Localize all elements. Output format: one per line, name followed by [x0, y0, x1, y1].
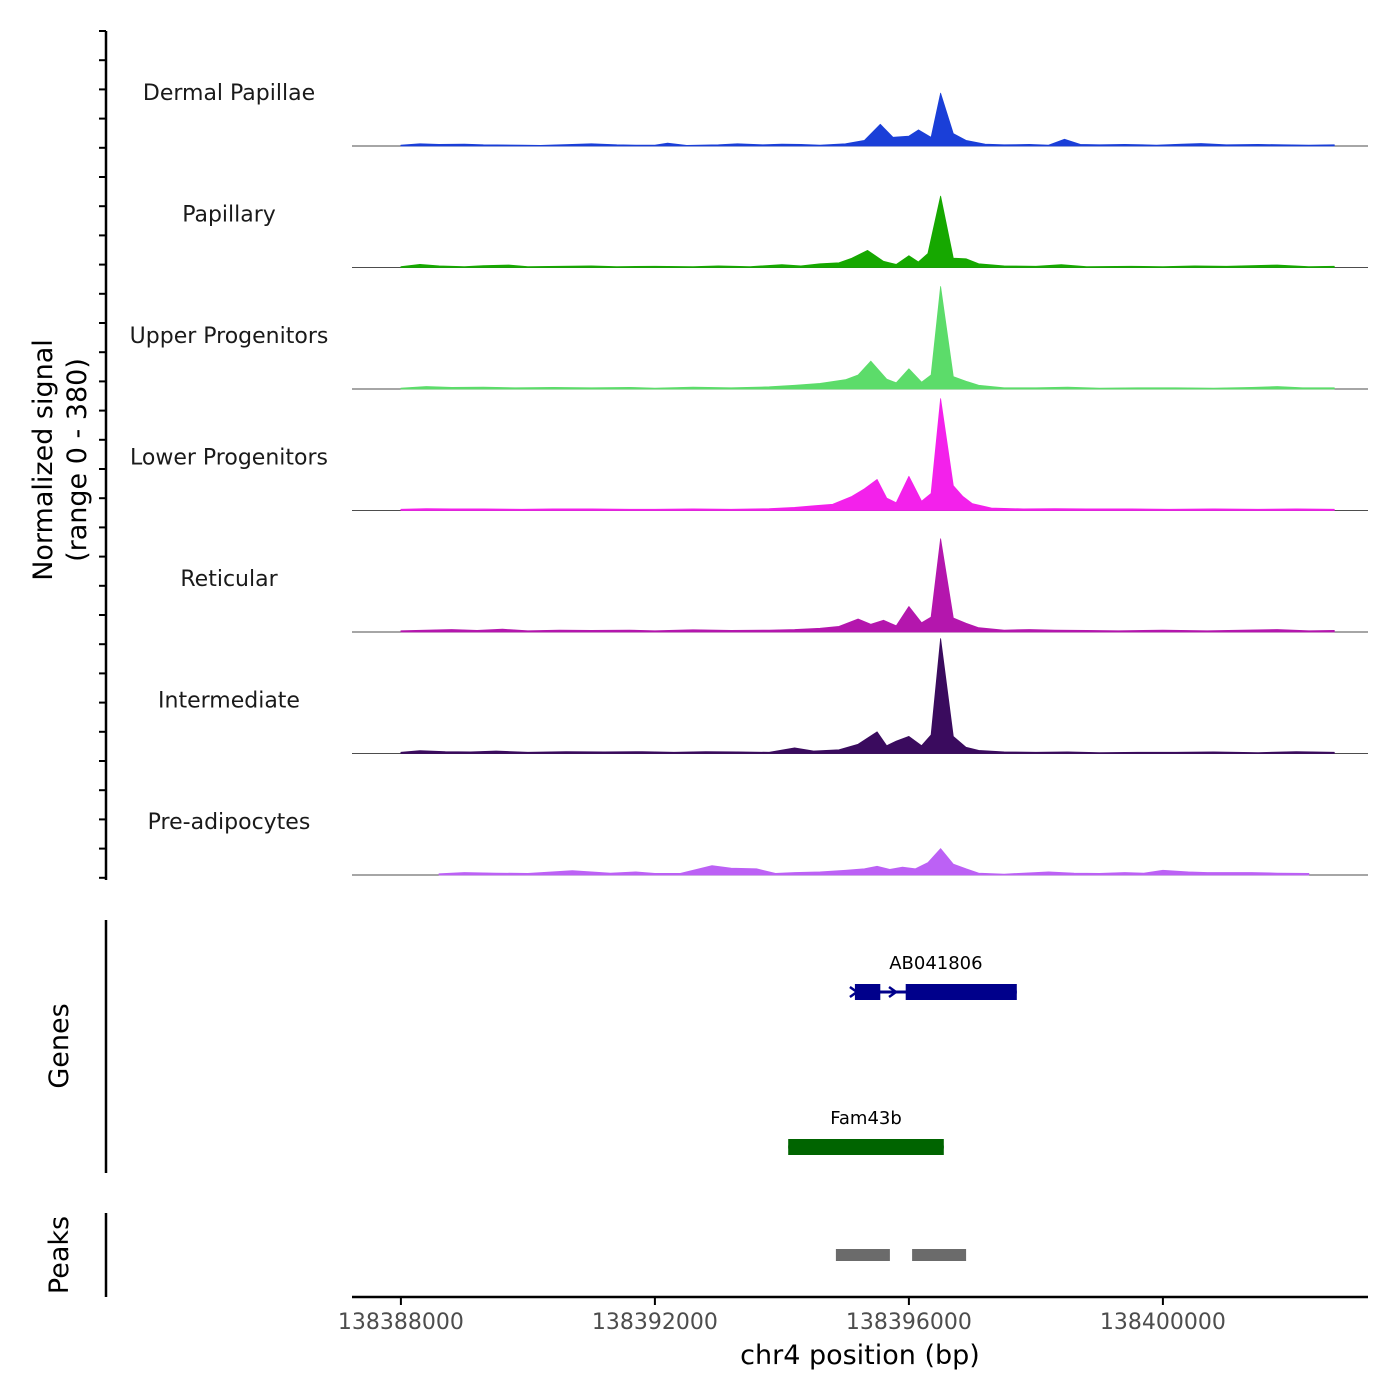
- coverage-area-pre-adipocytes: [438, 848, 1310, 876]
- track-label-reticular: Reticular: [180, 567, 278, 592]
- x-axis-ticks: 138388000 138392000 138396000 138400000: [338, 1297, 1226, 1335]
- gene-label-ab041806: AB041806: [889, 953, 982, 974]
- coverage-area-intermediate: [400, 638, 1335, 754]
- peak-region: [912, 1249, 967, 1261]
- peaks-axis-label: Peaks: [44, 1216, 75, 1294]
- coverage-area-lower-progenitors: [400, 398, 1335, 511]
- strand-arrow-ab041806: [888, 985, 899, 999]
- gene-exon-ab041806: [854, 984, 881, 1000]
- gene-exon-fam43b: [788, 1139, 944, 1155]
- coverage-area-papillary: [400, 195, 1335, 268]
- genes-axis-label: Genes: [44, 1003, 75, 1088]
- peak-regions: [835, 1249, 967, 1261]
- track-label-upper-progenitors: Upper Progenitors: [130, 324, 329, 349]
- x-tick-label: 138392000: [592, 1310, 718, 1335]
- strand-arrow-ab041806: [849, 985, 860, 999]
- x-tick-label: 138400000: [1100, 1310, 1226, 1335]
- coverage-area-upper-progenitors: [400, 286, 1335, 390]
- track-label-pre-adipocytes: Pre-adipocytes: [148, 810, 311, 835]
- coverage-area-dermal-papillae: [400, 92, 1335, 147]
- track-label-intermediate: Intermediate: [158, 689, 300, 714]
- signal-tracks: Dermal Papillae Papillary Upper Progenitor…: [130, 81, 1368, 876]
- coverage-area-reticular: [400, 538, 1335, 633]
- gene-annotations: AB041806 Fam43b: [788, 953, 1017, 1155]
- gene-exon-ab041806: [905, 984, 1017, 1000]
- x-tick-label: 138396000: [846, 1310, 972, 1335]
- peak-region: [835, 1249, 890, 1261]
- track-label-lower-progenitors: Lower Progenitors: [130, 446, 328, 471]
- track-label-papillary: Papillary: [182, 203, 276, 228]
- track-label-dermal-papillae: Dermal Papillae: [143, 81, 315, 106]
- signal-axis-range-label: (range 0 - 380): [62, 358, 93, 562]
- signal-axis-label: Normalized signal: [28, 339, 59, 581]
- x-tick-label: 138388000: [338, 1310, 464, 1335]
- gene-label-fam43b: Fam43b: [830, 1108, 902, 1129]
- x-axis-label: chr4 position (bp): [740, 1340, 980, 1371]
